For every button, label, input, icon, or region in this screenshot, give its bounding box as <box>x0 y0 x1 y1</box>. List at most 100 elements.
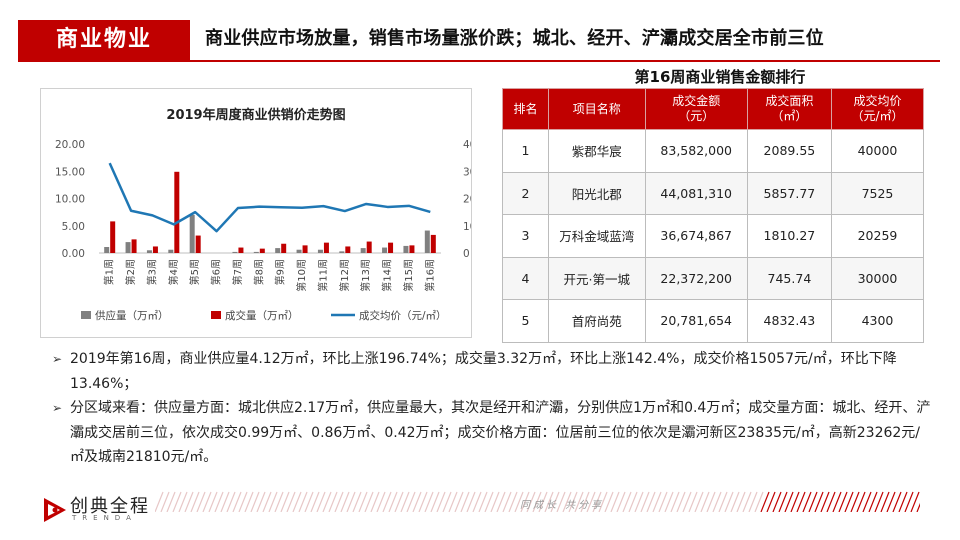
stripe-line <box>778 491 788 512</box>
stripe-line <box>358 491 368 512</box>
stripe-line <box>892 491 902 512</box>
stripe-line <box>412 491 422 512</box>
bar-sales <box>409 245 415 253</box>
left-axis-tick-label: 0.00 <box>62 248 85 260</box>
stripe-line <box>220 491 230 512</box>
stripe-line <box>850 491 860 512</box>
stripe-line <box>844 491 854 512</box>
left-axis-tick-label: 10.00 <box>55 194 85 206</box>
stripe-line <box>742 491 752 512</box>
stripe-line <box>460 491 470 512</box>
bar-sales <box>302 245 308 253</box>
bar-sales <box>345 246 351 253</box>
bar-supply <box>296 249 302 253</box>
stripe-line <box>610 491 620 512</box>
x-axis-tick-label: 第5周 <box>188 259 201 285</box>
stripe-line <box>352 491 362 512</box>
right-axis-tick-label: 10000 <box>463 221 471 233</box>
stripe-line <box>916 502 920 512</box>
stripe-line <box>454 491 464 512</box>
bar-supply <box>253 251 259 253</box>
company-logo <box>44 498 66 522</box>
stripe-line <box>478 491 488 512</box>
stripe-line <box>160 491 170 512</box>
stripe-line <box>694 491 704 512</box>
stripe-line <box>190 491 200 512</box>
x-axis-tick-label: 第7周 <box>231 259 244 285</box>
stripe-line <box>544 491 554 512</box>
stripe-line <box>310 491 320 512</box>
table-cell: 3 <box>502 214 549 258</box>
bar-sales <box>131 239 137 253</box>
stripe-line <box>682 491 692 512</box>
x-axis-tick-label: 第13周 <box>359 259 372 292</box>
stripe-line <box>580 491 590 512</box>
footer-decor-stripe <box>155 491 920 512</box>
table-cell: 83,582,000 <box>644 129 748 173</box>
stripe-line <box>208 491 218 512</box>
table-cell: 5 <box>502 299 549 343</box>
stripe-line <box>316 491 326 512</box>
note-text: 分区域来看：供应量方面：城北供应2.17万㎡，供应量最大，其次是经开和浐灞，分别… <box>70 400 931 465</box>
stripe-line <box>724 491 734 512</box>
stripe-line <box>658 491 668 512</box>
table-cell: 745.74 <box>746 256 832 300</box>
bar-supply <box>104 247 110 253</box>
stripe-line <box>196 491 206 512</box>
logo-subtext: TRENDA <box>72 514 137 522</box>
stripe-line <box>604 491 614 512</box>
stripe-line <box>166 491 176 512</box>
table-title: 第16周商业销售金额排行 <box>634 68 806 86</box>
stripe-line <box>286 491 296 512</box>
bar-supply <box>125 242 131 253</box>
legend-label: 成交均价（元/㎡） <box>359 309 447 322</box>
stripe-line <box>562 491 572 512</box>
weekly-trend-chart: 2019年周度商业供销价走势图 0.00 5.00 10.00 15.00 20.00 0 1… <box>55 107 471 322</box>
stripe-line <box>856 491 866 512</box>
table-cell: 22,372,200 <box>644 256 748 300</box>
stripe-line <box>664 491 674 512</box>
stripe-line <box>592 491 602 512</box>
stripe-line <box>700 491 710 512</box>
bar-supply <box>146 250 152 253</box>
stripe-line <box>430 491 440 512</box>
bar-supply <box>232 251 238 253</box>
stripe-line <box>760 491 770 512</box>
stripe-line <box>394 491 404 512</box>
stripe-line <box>508 491 518 512</box>
table-cell: 20259 <box>830 214 925 258</box>
bar-supply <box>424 230 430 253</box>
stripe-line <box>442 491 452 512</box>
x-axis-tick-label: 第10周 <box>295 259 308 292</box>
table-header-row: 排名 项目名称 成交金额 （元） 成交面积 （㎡） 成交均价 （元/㎡） <box>502 88 925 130</box>
table-cell: 30000 <box>830 256 925 300</box>
stripe-line <box>652 491 662 512</box>
avg-price-line <box>108 162 431 233</box>
table-row: 2 阳光北郡 44,081,310 5857.77 7525 <box>502 171 925 215</box>
bar-sales <box>430 234 436 253</box>
stripe-line <box>484 491 494 512</box>
stripe-line <box>736 491 746 512</box>
table-cell: 40000 <box>830 129 925 173</box>
stripe-line <box>808 491 818 512</box>
x-axis-tick-label: 第8周 <box>252 259 265 285</box>
stripe-line <box>214 491 224 512</box>
footer-slogan: 同成长 共分享 <box>520 500 605 511</box>
bar-supply <box>317 249 323 253</box>
stripe-line <box>784 491 794 512</box>
stripe-line <box>868 491 878 512</box>
left-axis-tick-label: 15.00 <box>55 166 85 178</box>
table-cell: 5857.77 <box>746 171 832 215</box>
bar-sales <box>152 246 158 253</box>
stripe-line <box>418 491 428 512</box>
x-axis-tick-label: 第9周 <box>274 259 287 285</box>
stripe-line <box>646 491 656 512</box>
stripe-line <box>304 491 314 512</box>
x-axis-tick-label: 第4周 <box>167 259 180 285</box>
sales-ranking-table: 排名 项目名称 成交金额 （元） 成交面积 （㎡） 成交均价 （元/㎡） 1 紫郡华宸 83,58… <box>502 88 925 343</box>
right-axis-tick-label: 40000 <box>463 139 471 151</box>
stripe-line <box>328 491 338 512</box>
stripe-line <box>232 491 242 512</box>
stripe-line <box>772 491 782 512</box>
table-cell: 20,781,654 <box>644 299 748 343</box>
